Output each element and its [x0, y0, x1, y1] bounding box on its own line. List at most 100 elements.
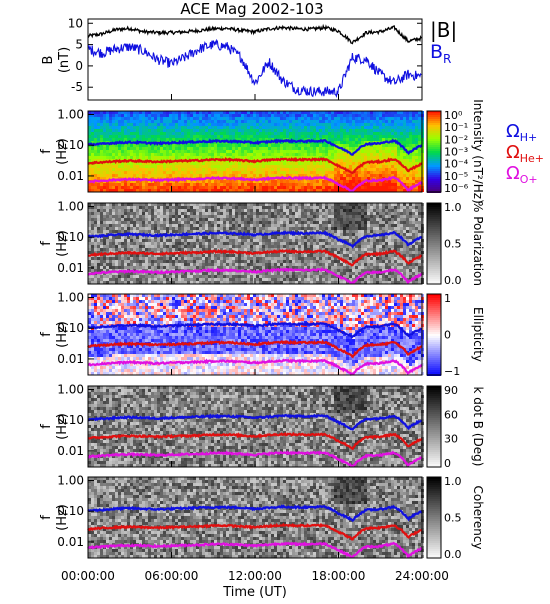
spectrogram-cell: [250, 153, 253, 156]
spectrogram-cell: [112, 132, 115, 135]
spectrogram-cell: [295, 227, 298, 230]
spectrogram-cell: [217, 180, 220, 183]
spectrogram-cell: [154, 224, 157, 227]
spectrogram-cell: [295, 206, 298, 209]
spectrogram-cell: [253, 215, 256, 218]
spectrogram-cell: [214, 242, 217, 245]
spectrogram-cell: [169, 230, 172, 233]
spectrogram-cell: [97, 138, 100, 141]
spectrogram-cell: [355, 174, 358, 177]
spectrogram-cell: [97, 183, 100, 186]
spectrogram-cell: [130, 168, 133, 171]
spectrogram-cell: [232, 114, 235, 117]
spectrogram-cell: [268, 224, 271, 227]
spectrogram-cell: [376, 153, 379, 156]
spectrogram-cell: [334, 135, 337, 138]
spectrogram-cell: [229, 257, 232, 260]
spectrogram-cell: [163, 168, 166, 171]
spectrogram-cell: [277, 153, 280, 156]
spectrogram-cell: [220, 165, 223, 168]
spectrogram-cell: [100, 132, 103, 135]
spectrogram-cell: [136, 132, 139, 135]
spectrogram-cell: [394, 183, 397, 186]
spectrogram-cell: [166, 117, 169, 120]
spectrogram-cell: [184, 129, 187, 132]
spectrogram-cell: [103, 224, 106, 227]
spectrogram-cell: [112, 275, 115, 278]
spectrogram-cell: [412, 138, 415, 141]
spectrogram-cell: [127, 150, 130, 153]
spectrogram-cell: [295, 162, 298, 165]
spectrogram-cell: [103, 123, 106, 126]
spectrogram-cell: [280, 135, 283, 138]
spectrogram-cell: [277, 117, 280, 120]
spectrogram-cell: [166, 275, 169, 278]
spectrogram-cell: [262, 171, 265, 174]
spectrogram-cell: [115, 206, 118, 209]
spectrogram-cell: [205, 221, 208, 224]
spectrogram-cell: [112, 245, 115, 248]
spectrogram-cell: [340, 153, 343, 156]
spectrogram-cell: [313, 144, 316, 147]
spectrogram-cell: [190, 162, 193, 165]
spectrogram-cell: [205, 266, 208, 269]
spectrogram-cell: [250, 206, 253, 209]
spectrogram-cell: [256, 215, 259, 218]
spectrogram-cell: [244, 114, 247, 117]
spectrogram-cell: [157, 230, 160, 233]
spectrogram-cell: [262, 248, 265, 251]
spectrogram-cell: [211, 132, 214, 135]
spectrogram-cell: [247, 248, 250, 251]
spectrogram-cell: [154, 212, 157, 215]
spectrogram-cell: [328, 117, 331, 120]
spectrogram-cell: [259, 114, 262, 117]
spectrogram-cell: [352, 126, 355, 129]
spectrogram-cell: [157, 129, 160, 132]
spectrogram-cell: [367, 135, 370, 138]
spectrogram-cell: [328, 150, 331, 153]
spectrogram-cell: [259, 150, 262, 153]
spectrogram-cell: [268, 218, 271, 221]
spectrogram-cell: [289, 272, 292, 275]
spectrogram-cell: [97, 114, 100, 117]
spectrogram-cell: [310, 129, 313, 132]
spectrogram-cell: [313, 126, 316, 129]
spectrogram-cell: [382, 153, 385, 156]
spectrogram-cell: [217, 242, 220, 245]
spectrogram-cell: [91, 156, 94, 159]
spectrogram-cell: [409, 159, 412, 162]
spectrogram-cell: [373, 114, 376, 117]
spectrogram-cell: [205, 147, 208, 150]
spectrogram-cell: [307, 165, 310, 168]
spectrogram-cell: [322, 132, 325, 135]
spectrogram-cell: [244, 278, 247, 281]
spectrogram-cell: [142, 221, 145, 224]
spectrogram-cell: [220, 227, 223, 230]
spectrogram-cell: [94, 206, 97, 209]
spectrogram-cell: [226, 126, 229, 129]
spectrogram-cell: [253, 147, 256, 150]
spectrogram-cell: [121, 132, 124, 135]
spectrogram-cell: [301, 126, 304, 129]
spectrogram-cell: [154, 263, 157, 266]
spectrogram-cell: [349, 117, 352, 120]
spectrogram-cell: [121, 156, 124, 159]
spectrogram-cell: [370, 153, 373, 156]
spectrogram-cell: [205, 275, 208, 278]
spectrogram-cell: [169, 153, 172, 156]
spectrogram-cell: [133, 248, 136, 251]
spectrogram-cell: [340, 171, 343, 174]
spectrogram-cell: [334, 117, 337, 120]
spectrogram-cell: [124, 126, 127, 129]
spectrogram-cell: [94, 117, 97, 120]
spectrogram-cell: [352, 123, 355, 126]
figure-title: ACE Mag 2002-103: [180, 0, 323, 18]
spectrogram-cell: [337, 117, 340, 120]
spectrogram-cell: [190, 129, 193, 132]
spectrogram-cell: [94, 156, 97, 159]
spectrogram-cell: [379, 147, 382, 150]
spectrogram-cell: [349, 177, 352, 180]
spectrogram-cell: [106, 132, 109, 135]
spectrogram-cell: [397, 126, 400, 129]
spectrogram-cell: [151, 242, 154, 245]
